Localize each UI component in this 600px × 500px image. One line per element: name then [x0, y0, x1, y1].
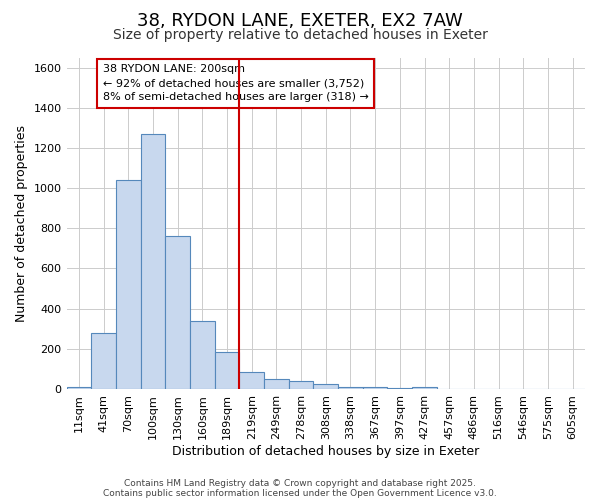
Bar — [313, 384, 338, 389]
Bar — [239, 372, 264, 389]
Bar — [215, 352, 239, 389]
Text: Size of property relative to detached houses in Exeter: Size of property relative to detached ho… — [113, 28, 487, 42]
Y-axis label: Number of detached properties: Number of detached properties — [15, 124, 28, 322]
Bar — [338, 386, 363, 389]
Bar — [165, 236, 190, 389]
Bar — [388, 388, 412, 389]
Bar — [412, 387, 437, 389]
Bar — [264, 380, 289, 389]
Bar — [289, 382, 313, 389]
X-axis label: Distribution of detached houses by size in Exeter: Distribution of detached houses by size … — [172, 444, 479, 458]
Text: Contains HM Land Registry data © Crown copyright and database right 2025.: Contains HM Land Registry data © Crown c… — [124, 478, 476, 488]
Text: 38, RYDON LANE, EXETER, EX2 7AW: 38, RYDON LANE, EXETER, EX2 7AW — [137, 12, 463, 30]
Text: 38 RYDON LANE: 200sqm
← 92% of detached houses are smaller (3,752)
8% of semi-de: 38 RYDON LANE: 200sqm ← 92% of detached … — [103, 64, 369, 102]
Bar — [190, 320, 215, 389]
Bar — [91, 332, 116, 389]
Bar — [67, 387, 91, 389]
Bar — [140, 134, 165, 389]
Bar — [116, 180, 140, 389]
Bar — [363, 388, 388, 389]
Text: Contains public sector information licensed under the Open Government Licence v3: Contains public sector information licen… — [103, 488, 497, 498]
